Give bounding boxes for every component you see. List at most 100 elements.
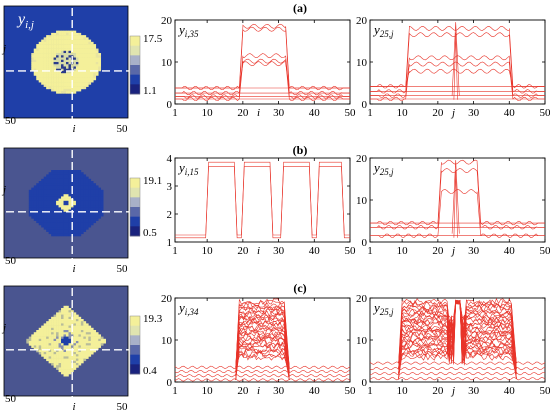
- heatmap-cells: [28, 170, 104, 237]
- heatmap-ylabel: j: [1, 43, 6, 55]
- x-tick-label: 20: [432, 107, 444, 119]
- y-tick-label: 0: [167, 99, 173, 111]
- x-tick-label: 10: [397, 107, 409, 119]
- colorbar-swatch: [130, 197, 140, 208]
- heatmap-ytick: 50: [5, 393, 17, 405]
- heatmap-xtick: 50: [117, 123, 129, 135]
- profile-series: [175, 161, 350, 239]
- series-line-high: [175, 26, 350, 94]
- series-line-dense: [235, 343, 290, 376]
- series-line-high: [175, 61, 350, 89]
- colorbar-swatch: [130, 216, 140, 227]
- x-tick-label: 30: [468, 245, 480, 257]
- x-tick-label: 1: [172, 245, 178, 257]
- x-tick-label: 10: [397, 245, 409, 257]
- series-line-dense: [235, 319, 290, 368]
- colorbar-frame: [129, 35, 141, 95]
- x-tick-label: 20: [237, 385, 249, 397]
- x-tick-label: 20: [432, 245, 444, 257]
- series-line-dense: [398, 300, 517, 379]
- series-line-dense: [235, 344, 290, 372]
- x-tick-label: 30: [273, 245, 285, 257]
- y-tick-label: 0: [362, 237, 368, 249]
- series-line-low: [175, 96, 350, 102]
- series-line-dense: [235, 298, 290, 372]
- x-tick-label: 10: [202, 385, 214, 397]
- colorbar-frame: [129, 177, 141, 237]
- series-line-dense: [235, 306, 290, 368]
- colorbar-swatch: [130, 345, 140, 356]
- x-tick-label: 20: [237, 245, 249, 257]
- series-line-low: [174, 369, 351, 374]
- y-tick-label: 10: [161, 335, 173, 347]
- series-line-dense: [398, 299, 517, 369]
- colorbar-swatch: [130, 36, 140, 47]
- series-line-low: [174, 378, 351, 382]
- colorbar-swatch: [130, 335, 140, 346]
- colorbar-swatch: [130, 364, 140, 375]
- heatmap-xlabel: i: [72, 263, 75, 275]
- x-tick-label: 30: [273, 107, 285, 119]
- y-tick-label: 20: [161, 15, 173, 27]
- plot-frame: [174, 19, 351, 105]
- x-tick-label: 50: [540, 245, 550, 257]
- series-line-low: [369, 361, 546, 365]
- x-axis-label: j: [450, 245, 455, 257]
- colorbar-swatch: [130, 207, 140, 218]
- series-line-high: [370, 189, 545, 236]
- colorbar-swatch: [130, 178, 140, 189]
- x-tick-label: 30: [468, 107, 480, 119]
- series-line-dense: [235, 349, 290, 376]
- y-tick-label: 20: [161, 293, 173, 305]
- heatmap-xlabel: i: [72, 401, 75, 413]
- colorbar-swatch: [130, 84, 140, 95]
- series-line-dense: [235, 331, 290, 372]
- series-line-dense: [235, 315, 290, 380]
- x-tick-label: 40: [309, 107, 321, 119]
- profile-label: yi,34: [177, 300, 199, 317]
- x-tick-label: 1: [172, 385, 178, 397]
- series-line-low: [369, 377, 546, 381]
- x-tick-label: 50: [345, 385, 357, 397]
- row-label: (c): [293, 281, 306, 295]
- arrow-down-icon: [68, 400, 77, 408]
- x-axis-label: j: [450, 107, 455, 119]
- series-line-low: [369, 366, 546, 371]
- series-line-dense: [398, 300, 517, 374]
- row-label: (a): [293, 1, 307, 15]
- x-tick-label: 30: [468, 385, 480, 397]
- x-axis-label: i: [257, 385, 260, 397]
- profile-plot: 1 10 20 30 40 50 0 10 20 j y25,j: [356, 153, 550, 257]
- y-tick-label: 0: [167, 377, 173, 389]
- series-line-dense: [398, 300, 517, 369]
- series-line-dense: [398, 299, 517, 379]
- profile-series: [174, 298, 351, 382]
- series-line-high: [175, 53, 350, 97]
- y-tick-label: 2: [167, 209, 173, 221]
- y-tick-label: 10: [356, 57, 368, 69]
- heatmap-frame: [3, 285, 129, 397]
- series-line-dense: [235, 353, 290, 368]
- series-spike: [451, 160, 460, 234]
- series-line-dense: [235, 348, 290, 380]
- heatmap-cells: [26, 305, 106, 377]
- x-tick-label: 1: [367, 245, 373, 257]
- x-axis-label: i: [257, 107, 260, 119]
- heatmap: i 50 j 50 19.3 0.4: [1, 285, 163, 413]
- colorbar-swatch: [130, 74, 140, 85]
- series-line-dense: [398, 300, 517, 374]
- series-line-high: [370, 32, 545, 92]
- heatmap-xtick: 50: [117, 401, 129, 413]
- x-axis-label: j: [450, 385, 455, 397]
- series-spike: [451, 22, 460, 96]
- y-tick-label: 10: [161, 57, 173, 69]
- plot-frame: [174, 157, 351, 243]
- x-tick-label: 20: [432, 385, 444, 397]
- series-line-low: [174, 365, 351, 369]
- heatmap-ytick: 50: [5, 115, 17, 127]
- series-line-dense: [235, 303, 290, 376]
- series-spike: [453, 32, 458, 100]
- colorbar-max: 19.1: [143, 175, 162, 187]
